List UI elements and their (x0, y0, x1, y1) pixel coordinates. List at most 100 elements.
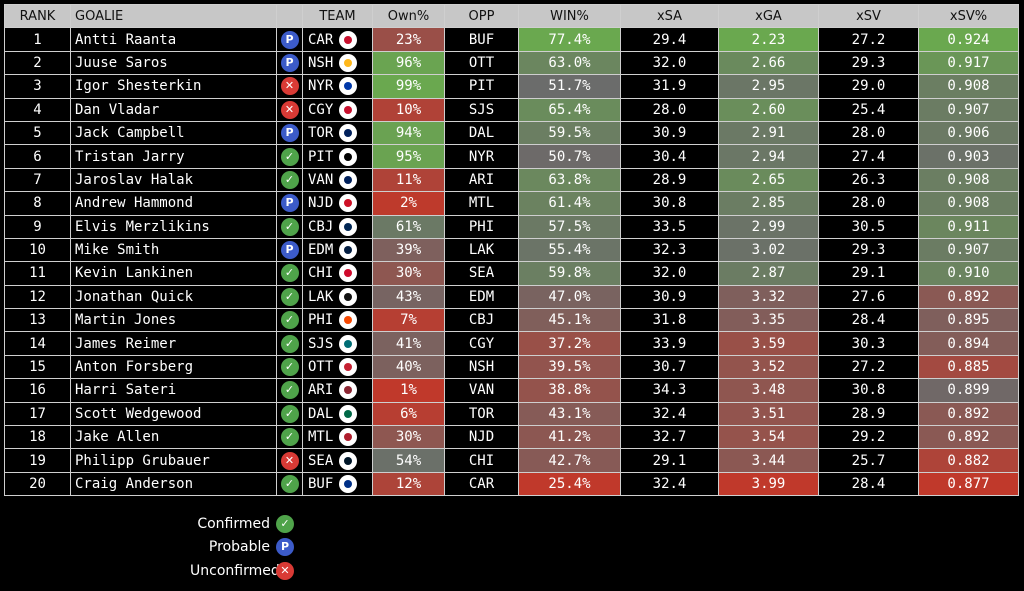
rank-cell: 19 (4, 448, 71, 473)
team-abbr: ARI (308, 382, 334, 399)
team-abbr: CAR (308, 31, 334, 48)
team-abbr: VAN (308, 171, 334, 188)
xsv-cell: 30.5 (818, 214, 919, 239)
win-pct-cell: 38.8% (518, 378, 621, 403)
goalie-name-cell: Martin Jones (70, 308, 277, 333)
goalie-rankings-table: RANK GOALIE TEAM Own% OPP WIN% xSA xGA x… (4, 3, 1019, 497)
xsv-pct-cell: 0.899 (918, 378, 1019, 403)
team-logo-icon (339, 241, 358, 260)
rank-cell: 20 (4, 471, 71, 497)
header-win: WIN% (518, 3, 621, 29)
legend-label: Unconfirmed (190, 562, 280, 579)
goalie-name-cell: Andrew Hammond (70, 191, 277, 216)
team-cell: EDM (302, 237, 373, 263)
goalie-name-cell: Harri Sateri (70, 378, 277, 403)
win-pct-cell: 59.5% (518, 120, 621, 146)
xsv-pct-cell: 0.907 (918, 237, 1019, 263)
rank-cell: 5 (4, 120, 71, 146)
team-cell: CHI (302, 261, 373, 286)
xsv-cell: 28.4 (818, 471, 919, 497)
status-cell: ✓ (276, 401, 303, 427)
team-abbr: EDM (308, 242, 334, 259)
confirmed-status-icon: ✓ (280, 334, 299, 353)
own-pct-cell: 6% (372, 401, 445, 427)
confirmed-status-icon: ✓ (280, 404, 299, 423)
xsv-pct-cell: 0.911 (918, 214, 1019, 239)
own-pct-cell: 61% (372, 214, 445, 239)
xsv-cell: 25.4 (818, 97, 919, 122)
opponent-cell: VAN (444, 378, 519, 403)
team-logo-icon (339, 124, 358, 143)
team-abbr: DAL (308, 405, 334, 422)
goalie-name-cell: Craig Anderson (70, 471, 277, 497)
table-row: 18 Jake Allen ✓ MTL 30% NJD 41.2% 32.7 3.54 29.2 0… (4, 425, 1019, 450)
status-legend: Confirmed ✓ Probable P Unconfirmed ✕ (190, 512, 294, 583)
opponent-cell: NYR (444, 144, 519, 169)
confirmed-status-icon: ✓ (280, 170, 299, 189)
table-header-row: RANK GOALIE TEAM Own% OPP WIN% xSA xGA x… (4, 3, 1019, 29)
opponent-cell: EDM (444, 284, 519, 310)
team-abbr: LAK (308, 288, 334, 305)
own-pct-cell: 95% (372, 144, 445, 169)
unconfirmed-status-icon: ✕ (280, 100, 299, 119)
xga-cell: 2.23 (718, 27, 819, 52)
xsv-cell: 29.1 (818, 261, 919, 286)
status-cell: ✓ (276, 471, 303, 497)
legend-item-unconfirmed: Unconfirmed ✕ (190, 559, 294, 583)
opponent-cell: CHI (444, 448, 519, 473)
rank-cell: 9 (4, 214, 71, 239)
xsa-cell: 28.9 (620, 167, 719, 193)
win-pct-cell: 61.4% (518, 191, 621, 216)
team-logo-icon (339, 334, 358, 353)
own-pct-cell: 2% (372, 191, 445, 216)
confirmed-status-icon: ✓ (280, 311, 299, 330)
team-cell: VAN (302, 167, 373, 193)
xsa-cell: 32.0 (620, 50, 719, 76)
team-abbr: NYR (308, 78, 334, 95)
team-cell: PIT (302, 144, 373, 169)
team-logo-icon (339, 381, 358, 400)
rank-cell: 13 (4, 308, 71, 333)
table-row: 4 Dan Vladar ✕ CGY 10% SJS 65.4% 28.0 2.60 25.4 0.… (4, 97, 1019, 122)
goalie-name-cell: Antti Raanta (70, 27, 277, 52)
xsv-cell: 29.2 (818, 425, 919, 450)
xsv-cell: 28.0 (818, 120, 919, 146)
status-cell: ✓ (276, 354, 303, 380)
status-cell: P (276, 237, 303, 263)
win-pct-cell: 77.4% (518, 27, 621, 52)
win-pct-cell: 55.4% (518, 237, 621, 263)
status-cell: ✕ (276, 74, 303, 99)
xga-cell: 3.44 (718, 448, 819, 473)
status-cell: ✓ (276, 214, 303, 239)
goalie-rankings-table-wrapper: RANK GOALIE TEAM Own% OPP WIN% xSA xGA x… (4, 3, 1019, 497)
status-cell: ✓ (276, 167, 303, 193)
team-abbr: NJD (308, 195, 334, 212)
team-cell: PHI (302, 308, 373, 333)
status-cell: ✓ (276, 284, 303, 310)
probable-status-icon: P (276, 538, 294, 557)
status-cell: ✓ (276, 425, 303, 450)
rank-cell: 1 (4, 27, 71, 52)
xga-cell: 2.95 (718, 74, 819, 99)
xsv-pct-cell: 0.917 (918, 50, 1019, 76)
team-logo-icon (339, 264, 358, 283)
rank-cell: 18 (4, 425, 71, 450)
team-abbr: CHI (308, 265, 334, 282)
goalie-name-cell: James Reimer (70, 331, 277, 356)
xsv-pct-cell: 0.906 (918, 120, 1019, 146)
team-abbr: OTT (308, 359, 334, 376)
goalie-name-cell: Kevin Lankinen (70, 261, 277, 286)
opponent-cell: SJS (444, 97, 519, 122)
win-pct-cell: 37.2% (518, 331, 621, 356)
team-abbr: MTL (308, 429, 334, 446)
legend-label: Confirmed (197, 515, 270, 532)
team-logo-icon (339, 170, 358, 189)
xsv-cell: 29.0 (818, 74, 919, 99)
goalie-name-cell: Jack Campbell (70, 120, 277, 146)
confirmed-status-icon: ✓ (280, 147, 299, 166)
team-cell: SJS (302, 331, 373, 356)
header-status (276, 3, 303, 29)
goalie-name-cell: Jaroslav Halak (70, 167, 277, 193)
team-logo-icon (339, 53, 358, 72)
xsv-pct-cell: 0.882 (918, 448, 1019, 473)
